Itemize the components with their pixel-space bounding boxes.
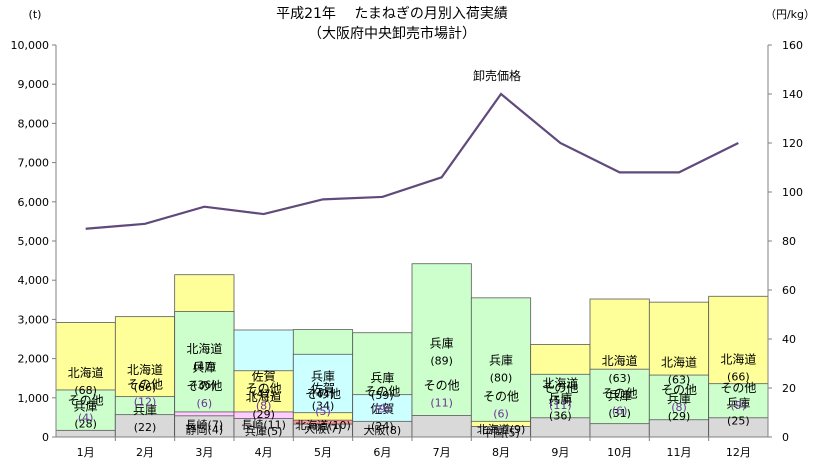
y-left-tick-label: 9,000	[18, 78, 50, 91]
segment-name-label: その他	[483, 389, 519, 403]
segment-name-label: その他	[127, 378, 163, 392]
y-right-tick-label: 80	[782, 235, 796, 248]
segment-name-label: 兵庫	[192, 360, 216, 374]
x-tick-label: 2月	[136, 446, 154, 459]
y-right-tick-label: 0	[782, 431, 789, 444]
segment-label: 大阪(8)	[364, 423, 402, 437]
x-tick-label: 1月	[77, 446, 95, 459]
segment-name-label: 北海道	[602, 353, 638, 368]
segment-label: 中国(5)	[482, 427, 520, 440]
segment-name-label: 北海道	[186, 341, 222, 356]
segment-name-label: その他	[602, 387, 638, 401]
y-left-unit: (t)	[29, 8, 42, 21]
y-right-tick-label: 160	[782, 39, 803, 52]
segment-name-label: その他	[542, 381, 578, 395]
y-right-tick-label: 20	[782, 382, 796, 395]
segment-share-label: (11)	[549, 399, 572, 412]
y-left-tick-label: 2,000	[18, 353, 50, 366]
line-series-label: 卸売価格	[473, 68, 521, 83]
x-tick-label: 10月	[607, 446, 632, 459]
segment-name-label: 兵庫	[430, 336, 454, 350]
segment-share-label: (8)	[671, 401, 687, 414]
chart-title: 平成21年 たまねぎの月別入荷実績	[276, 6, 508, 22]
x-tick-label: 3月	[195, 446, 213, 459]
segment-label: 兵庫(5)	[245, 424, 283, 438]
segment-share-label: (9)	[731, 399, 747, 412]
segment-name-label: 北海道	[127, 362, 163, 377]
bar-segment	[590, 424, 649, 437]
segment-name-label: 北海道	[720, 352, 756, 367]
segment-share-label: (22)	[134, 421, 157, 434]
segment-share-label: (6)	[493, 407, 509, 420]
x-tick-label: 11月	[667, 446, 692, 459]
segment-share-label: (9)	[375, 402, 391, 415]
y-right-unit: （円/kg）	[765, 8, 815, 21]
segment-name-label: その他	[720, 381, 756, 395]
segment-name-label: 兵庫	[370, 371, 394, 385]
price-line-layer	[86, 94, 739, 229]
segment-name-label: 北海道	[68, 365, 104, 380]
y-right-tick-label: 40	[782, 333, 796, 346]
y-right-tick-label: 120	[782, 137, 803, 150]
segment-label: 静岡(4)	[186, 423, 224, 437]
segment-share-label: (11)	[430, 396, 453, 409]
segment-share-label: (5)	[315, 405, 331, 418]
x-tick-label: 12月	[726, 446, 751, 459]
y-left-tick-label: 10,000	[11, 39, 50, 52]
segment-share-label: (6)	[612, 405, 628, 418]
segment-name-label: 兵庫	[489, 353, 513, 367]
x-tick-label: 6月	[373, 446, 391, 459]
segment-name-label: その他	[661, 383, 697, 397]
segment-share-label: (4)	[78, 411, 94, 424]
x-tick-label: 7月	[433, 446, 451, 459]
bars-layer	[56, 264, 768, 437]
y-left-tick-label: 0	[42, 431, 49, 444]
segment-share-label: (63)	[608, 372, 631, 385]
price-line	[86, 94, 739, 229]
segment-share-label: (6)	[197, 397, 213, 410]
segment-label: 大阪(7)	[304, 422, 342, 436]
y-left-tick-label: 8,000	[18, 117, 50, 130]
y-right-tick-label: 100	[782, 186, 803, 199]
x-tick-label: 5月	[314, 446, 332, 459]
x-tick-label: 9月	[551, 446, 569, 459]
segment-name-label: その他	[364, 384, 400, 398]
segment-name-label: その他	[424, 378, 460, 392]
segment-name-label: その他	[68, 393, 104, 407]
segment-share-label: (8)	[256, 400, 272, 413]
bar-segment	[412, 415, 471, 437]
y-right-tick-label: 60	[782, 284, 796, 297]
y-left-tick-label: 6,000	[18, 196, 50, 209]
bar-segment	[56, 430, 115, 437]
x-tick-label: 8月	[492, 446, 510, 459]
segment-share-label: (25)	[727, 414, 750, 427]
segment-share-label: (12)	[134, 396, 157, 409]
segment-name-label: その他	[305, 387, 341, 401]
y-right-tick-label: 140	[782, 88, 803, 101]
y-left-tick-label: 3,000	[18, 313, 50, 326]
x-tick-label: 4月	[255, 446, 273, 459]
y-left-tick-label: 4,000	[18, 274, 50, 287]
segment-name-label: その他	[186, 379, 222, 393]
segment-name-label: 北海道	[661, 355, 697, 370]
segment-share-label: (80)	[490, 371, 513, 384]
y-left-tick-label: 5,000	[18, 235, 50, 248]
segment-share-label: (89)	[430, 354, 453, 367]
chart-subtitle: （大阪府中央卸売市場計）	[308, 25, 476, 42]
y-left-tick-label: 7,000	[18, 157, 50, 170]
y-left-tick-label: 1,000	[18, 392, 50, 405]
segment-name-label: その他	[246, 382, 282, 396]
